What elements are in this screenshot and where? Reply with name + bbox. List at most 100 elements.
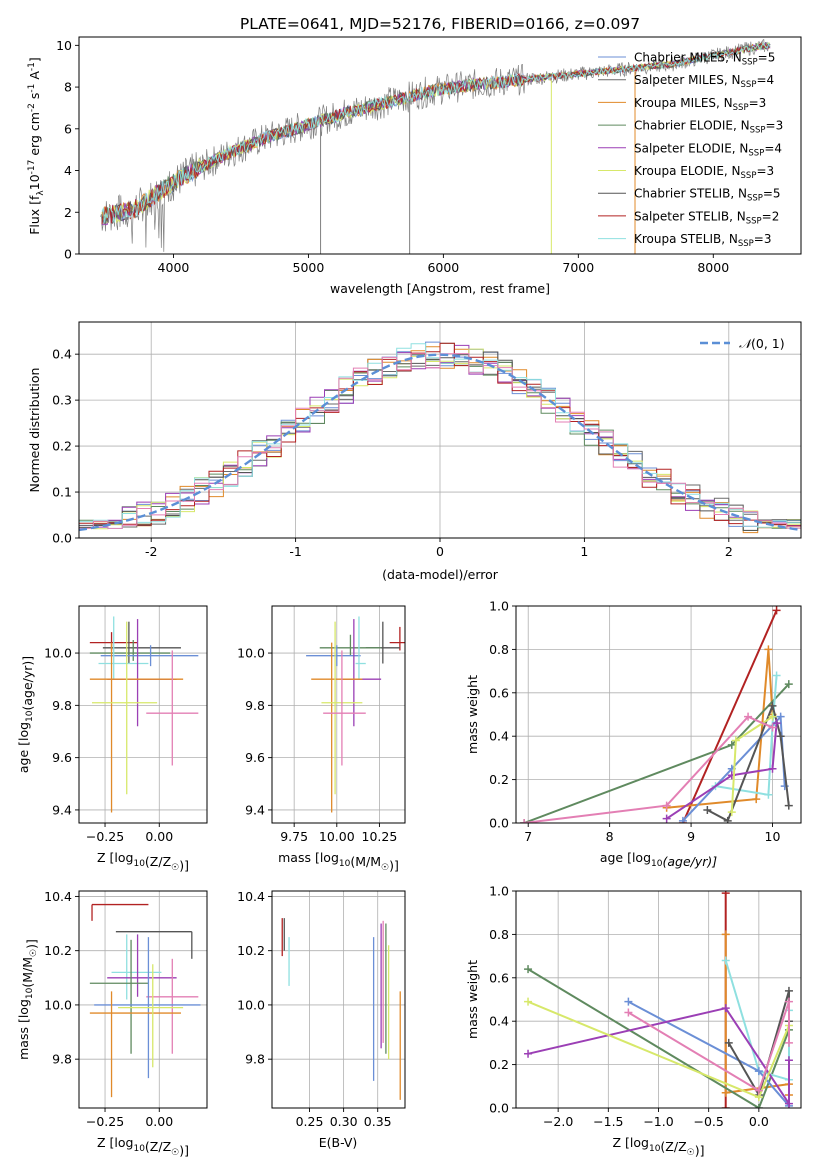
weight-marker [721,1104,730,1108]
errorbar-point [323,650,366,766]
weight-marker [744,712,753,721]
x-tick-label: 4000 [158,260,190,275]
y-tick-label: 9.8 [245,698,265,713]
label-part: =5 [758,51,776,65]
label-part: (Z/Z [145,854,171,869]
label-part: =3 [754,232,772,246]
label-part: )] [179,858,189,873]
model-spectrum-line [101,43,771,224]
weight-marker [624,997,633,1006]
x-tick-label: −2.0 [543,1114,573,1129]
y-tick-label: 10.2 [237,943,265,958]
x-tick-label: 9 [687,829,695,844]
errorbar-point [98,616,149,680]
weight-marker [721,956,730,965]
label-part: =3 [749,96,767,110]
legend-label: Chabrier MILES, NSSP=5 [634,51,775,68]
weight-marker [776,712,785,721]
label-part: SSP [746,216,762,226]
y-tick-label: 0.0 [52,531,72,546]
label-part: =3 [766,119,784,133]
label-part: )] [24,939,39,949]
x-tick-label: 6000 [427,260,459,275]
plot-frame [271,605,406,824]
label-part: Z [log [613,1135,649,1150]
y-tick-label: 0.8 [489,642,509,657]
label-part: 10 [651,859,663,869]
model-spectrum-line [101,43,771,225]
x-tick-label: 0.30 [330,1114,358,1129]
plot-frame [78,605,208,824]
label-part: (M/M [350,854,381,869]
weight-marker [772,671,781,680]
legend-label: Kroupa STELIB, NSSP=3 [634,232,772,249]
residual-legend: 𝒩(0, 1) [700,336,785,351]
y-tick-label: 9.8 [245,1052,265,1067]
label-part: ] [27,57,42,62]
label-part: SSP [741,171,757,181]
label-part: Chabrier MILES, N [634,51,742,65]
label-part: (Z/Z [145,1139,171,1154]
x-tick-label: 0.00 [145,1114,173,1129]
errorbar-point [319,634,382,656]
spectrum-panel: 4000 5000 6000 7000 8000 0 2 4 6 8 10 Chabrier MILE… [27,36,802,296]
weight-marker [662,801,671,810]
label-part: -1 [27,62,37,71]
x-tick-label: 9.75 [280,829,308,844]
weight-marker [784,801,793,810]
plot-area [79,341,801,534]
legend-label: 𝒩(0, 1) [739,336,785,351]
errorbar-point [89,642,184,813]
residuals-panel: -2 -1 0 1 2 0.0 0.1 0.2 0.3 0.4 𝒩(0, 1) (data-model… [27,321,802,582]
label-part: =4 [764,141,782,155]
y-tick-label: 10.4 [44,889,72,904]
weight-marker [784,986,793,995]
weight-marker [768,723,777,732]
label-part: (0, 1) [751,336,785,351]
weight-marker [784,997,793,1006]
label-part: -17 [27,160,37,175]
x-tick-label: 10.00 [319,829,355,844]
weight-line [527,1007,790,1108]
y-tick-label: 0.3 [52,393,72,408]
mass-vs-ebv-panel: 0.25 0.30 0.35 9.8 10.0 10.2 10.4 E(B-V) [237,889,406,1150]
label-part: Kroupa MILES, N [634,96,733,110]
x-tick-label: -2 [145,544,157,559]
label-part: age [log [600,850,651,865]
label-part: Salpeter STELIB, N [634,209,746,223]
label-part: SSP [738,239,754,249]
y-tick-label: 10.4 [237,889,265,904]
x-tick-label: 1 [580,544,588,559]
model-spectrum-line [101,42,771,223]
label-part: -2 [27,103,37,112]
weight-marker [784,1099,793,1108]
errorbar-point [107,619,177,727]
weight-marker [723,816,732,823]
label-part: ☉ [171,1148,179,1158]
weight-marker [703,805,712,814]
y-tick-label: 9.4 [245,802,265,817]
plot-frame [515,605,802,824]
label-part: mass [log [16,999,31,1060]
weight-marker [776,732,785,741]
plot-area [89,616,199,813]
x-tick-label: 0.25 [296,1114,324,1129]
weight-marker [724,1038,733,1047]
label-part: Z [log [97,1135,133,1150]
label-part: )] [179,1143,189,1158]
errorbar-point [102,621,181,664]
y-tick-label: 8 [64,80,72,95]
weight-marker [624,1008,633,1017]
label-part: mass [log [278,850,339,865]
label-part: SSP [750,126,766,136]
label-part: 10 [339,859,351,869]
weight-marker [721,1004,730,1013]
plot-area [89,903,201,1098]
errorbar-point [89,939,149,1054]
label-part: =5 [763,187,781,201]
weight-marker [721,891,730,898]
weight-line [715,675,778,796]
x-axis-label: mass [log10(M/M☉)] [278,850,399,873]
plot-area [520,606,793,823]
